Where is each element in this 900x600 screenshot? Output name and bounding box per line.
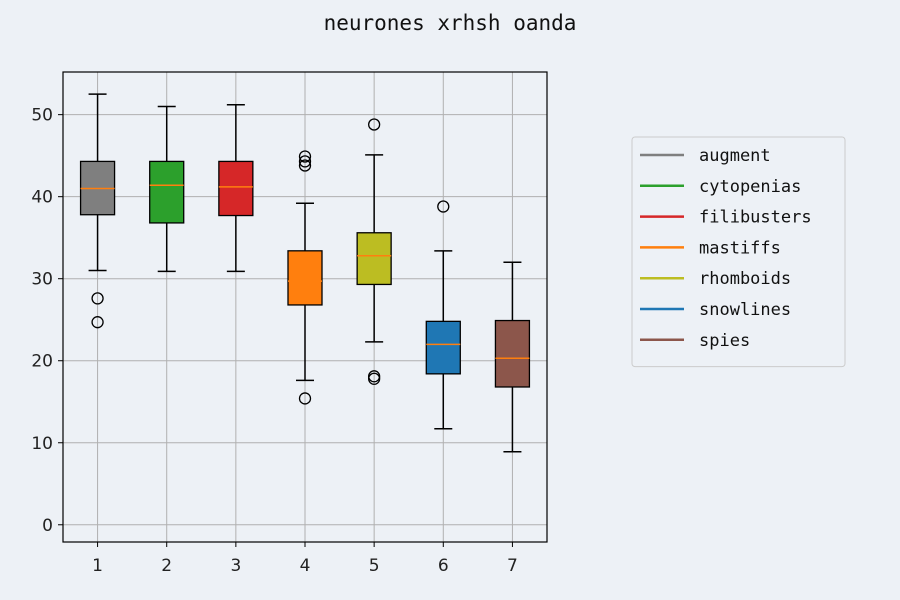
x-tick-label: 6 bbox=[438, 556, 449, 576]
y-tick-label: 20 bbox=[31, 352, 53, 372]
legend-box bbox=[631, 136, 846, 368]
box-body bbox=[149, 160, 185, 224]
axes-layer: 0 10 20 30 40 50 1 2 3 4 5 6 7 bbox=[31, 71, 548, 576]
legend-item-augment: augment bbox=[640, 146, 771, 166]
legend-item-rhomboids: rhomboids bbox=[640, 269, 791, 289]
box-body bbox=[218, 160, 254, 217]
legend-label: mastiffs bbox=[699, 238, 781, 258]
outlier-point bbox=[91, 292, 104, 305]
outlier-point bbox=[298, 150, 312, 163]
x-tick-label: 5 bbox=[369, 556, 380, 576]
x-tick-label: 3 bbox=[230, 556, 241, 576]
legend-item-snowlines: snowlines bbox=[640, 300, 791, 320]
x-tick-label: 2 bbox=[161, 556, 172, 576]
box-body bbox=[356, 232, 392, 286]
legend-label: spies bbox=[699, 331, 750, 351]
legend-item-cytopenias: cytopenias bbox=[640, 177, 801, 197]
outlier-point bbox=[367, 118, 381, 131]
outlier-point bbox=[91, 316, 104, 329]
legend: augment cytopenias filibusters mastiffs rhom… bbox=[631, 136, 846, 368]
outlier-point bbox=[437, 200, 450, 213]
legend-label: rhomboids bbox=[699, 269, 791, 289]
legend-label: cytopenias bbox=[699, 177, 801, 197]
box-mastiffs bbox=[287, 150, 323, 405]
chart-title: neurones xrhsh oanda bbox=[324, 11, 577, 35]
box-filibusters bbox=[218, 104, 254, 273]
legend-item-filibusters: filibusters bbox=[640, 208, 812, 228]
legend-item-mastiffs: mastiffs bbox=[640, 238, 781, 258]
outlier-point bbox=[367, 372, 381, 385]
box-spies bbox=[494, 261, 531, 453]
legend-label: filibusters bbox=[699, 208, 812, 228]
legend-label: snowlines bbox=[699, 300, 791, 320]
box-augment bbox=[79, 93, 116, 329]
boxes-layer bbox=[79, 93, 531, 453]
x-tick-label: 4 bbox=[300, 556, 311, 576]
box-body bbox=[287, 250, 323, 306]
y-tick-label: 40 bbox=[31, 188, 53, 208]
box-body bbox=[425, 320, 461, 375]
outlier-point bbox=[298, 159, 312, 172]
x-tick-label: 1 bbox=[92, 556, 103, 576]
box-cytopenias bbox=[149, 105, 185, 273]
outlier-point bbox=[298, 155, 312, 168]
y-tick-label: 10 bbox=[31, 434, 53, 454]
box-snowlines bbox=[425, 200, 461, 430]
legend-label: augment bbox=[699, 146, 771, 166]
x-tick-label: 7 bbox=[507, 556, 518, 576]
outlier-point bbox=[298, 392, 312, 405]
box-rhomboids bbox=[356, 118, 392, 385]
legend-item-spies: spies bbox=[640, 331, 750, 351]
y-tick-label: 30 bbox=[31, 270, 53, 290]
y-tick-label: 0 bbox=[42, 516, 53, 536]
box-body bbox=[494, 319, 531, 388]
y-tick-label: 50 bbox=[31, 106, 53, 126]
